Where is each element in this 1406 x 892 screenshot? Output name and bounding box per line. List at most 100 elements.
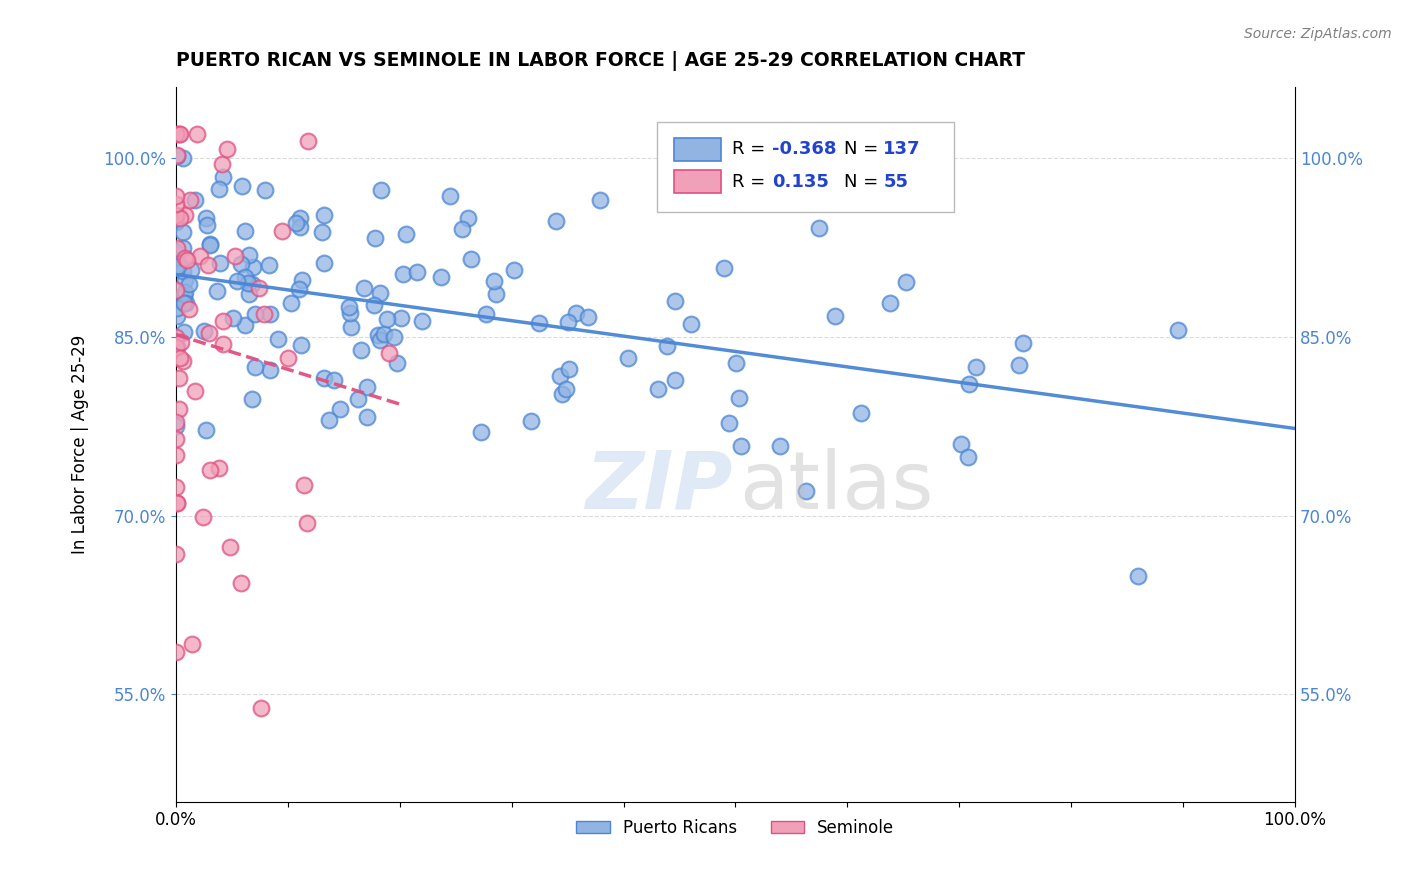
Point	[165, 215, 187, 229]
Point	[208, 182, 231, 196]
Point	[329, 402, 352, 417]
Point	[554, 382, 576, 396]
Point	[450, 221, 472, 235]
Point	[198, 237, 221, 252]
Point	[482, 274, 505, 288]
Point	[172, 152, 194, 166]
Point	[565, 306, 588, 320]
Point	[166, 496, 188, 510]
Point	[229, 575, 252, 590]
Point	[1128, 569, 1150, 583]
Point	[439, 189, 461, 203]
FancyBboxPatch shape	[673, 138, 721, 161]
Point	[165, 432, 187, 446]
Point	[851, 406, 873, 420]
Text: PUERTO RICAN VS SEMINOLE IN LABOR FORCE | AGE 25-29 CORRELATION CHART: PUERTO RICAN VS SEMINOLE IN LABOR FORCE …	[176, 51, 1025, 70]
Point	[340, 320, 363, 334]
Point	[169, 211, 191, 225]
Point	[730, 439, 752, 453]
Point	[167, 257, 190, 271]
Point	[174, 295, 197, 310]
Point	[717, 416, 740, 430]
Point	[243, 359, 266, 374]
FancyBboxPatch shape	[673, 170, 721, 193]
Point	[240, 392, 263, 407]
Point	[292, 478, 315, 492]
Point	[174, 208, 197, 222]
Point	[337, 300, 360, 314]
Point	[166, 301, 188, 315]
Point	[370, 183, 392, 197]
Point	[197, 258, 219, 272]
Point	[179, 193, 201, 207]
Point	[1011, 335, 1033, 350]
Point	[387, 356, 409, 370]
Point	[205, 284, 228, 298]
Point	[558, 362, 581, 376]
Point	[430, 270, 453, 285]
Point	[195, 218, 218, 232]
Point	[297, 516, 319, 530]
Point	[225, 275, 247, 289]
Point	[259, 363, 281, 377]
Point	[679, 317, 702, 331]
Point	[957, 376, 980, 391]
Point	[769, 439, 792, 453]
FancyBboxPatch shape	[657, 122, 953, 211]
Point	[233, 270, 256, 285]
Point	[375, 312, 398, 326]
Legend: Puerto Ricans, Seminole: Puerto Ricans, Seminole	[569, 812, 901, 843]
Point	[664, 373, 686, 387]
Point	[382, 330, 405, 344]
Text: -0.368: -0.368	[772, 140, 837, 159]
Text: R =: R =	[733, 173, 770, 191]
Point	[166, 241, 188, 255]
Point	[312, 208, 335, 222]
Point	[172, 354, 194, 368]
Point	[728, 391, 751, 405]
Point	[233, 224, 256, 238]
Point	[186, 127, 208, 141]
Point	[193, 324, 215, 338]
Point	[247, 281, 270, 295]
Point	[949, 437, 972, 451]
Y-axis label: In Labor Force | Age 25-29: In Labor Force | Age 25-29	[72, 334, 89, 554]
Point	[165, 208, 187, 222]
Point	[290, 338, 312, 352]
Point	[367, 328, 389, 343]
Point	[546, 214, 568, 228]
Point	[356, 379, 378, 393]
Point	[195, 424, 218, 438]
Point	[231, 179, 253, 194]
Point	[589, 193, 612, 207]
Point	[485, 286, 508, 301]
Point	[879, 296, 901, 310]
Point	[713, 260, 735, 275]
Point	[165, 188, 187, 202]
Point	[617, 351, 640, 366]
Point	[198, 463, 221, 477]
Point	[243, 307, 266, 321]
Point	[167, 371, 190, 385]
Point	[548, 369, 571, 384]
Point	[169, 127, 191, 141]
Point	[166, 309, 188, 323]
Point	[314, 256, 336, 270]
Point	[724, 356, 747, 370]
Point	[297, 134, 319, 148]
Point	[520, 414, 543, 428]
Text: 55: 55	[883, 173, 908, 191]
Point	[233, 318, 256, 332]
Point	[181, 637, 204, 651]
Point	[460, 252, 482, 267]
Point	[172, 226, 194, 240]
Point	[392, 267, 415, 281]
Point	[353, 281, 375, 295]
Point	[179, 277, 201, 292]
Point	[208, 460, 231, 475]
Point	[173, 325, 195, 339]
Point	[218, 541, 240, 555]
Point	[475, 307, 498, 321]
Point	[406, 265, 429, 279]
Point	[894, 275, 917, 289]
